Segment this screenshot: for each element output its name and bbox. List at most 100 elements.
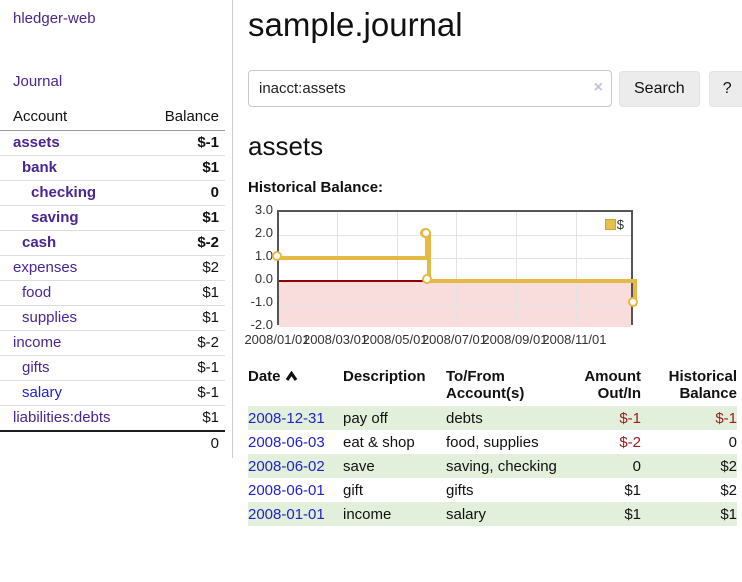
transaction-balance: $2 bbox=[641, 454, 737, 478]
col-description[interactable]: Description bbox=[343, 368, 426, 385]
chart-plot-area: $ bbox=[271, 210, 638, 327]
col-amount-outin[interactable]: Amount Out/In bbox=[584, 368, 641, 402]
transaction-row[interactable]: 2008-06-02 save saving, checking 0 $2 bbox=[248, 454, 737, 478]
line-segment bbox=[429, 279, 637, 283]
transaction-accounts: food, supplies bbox=[446, 434, 539, 451]
h-gridline bbox=[279, 234, 631, 236]
data-point-marker bbox=[271, 250, 282, 261]
account-link-gifts[interactable]: gifts bbox=[22, 359, 50, 376]
account-row: income $-2 bbox=[0, 330, 225, 356]
account-balance: $-1 bbox=[135, 355, 225, 381]
y-axis-tick: 1.0 bbox=[254, 248, 273, 263]
col-date[interactable]: Date bbox=[248, 366, 343, 406]
transaction-accounts: gifts bbox=[446, 482, 474, 499]
account-balance: $1 bbox=[135, 405, 225, 431]
clear-search-icon[interactable]: × bbox=[593, 79, 603, 96]
col-tofrom-accounts[interactable]: To/From Account(s) bbox=[446, 368, 525, 402]
account-balance: 0 bbox=[135, 180, 225, 206]
search-button[interactable]: Search bbox=[619, 70, 700, 107]
x-axis-tick: 2008/03/01 bbox=[302, 332, 369, 347]
account-row: food $1 bbox=[0, 280, 225, 306]
transaction-date-link[interactable]: 2008-01-01 bbox=[248, 506, 325, 523]
account-row: bank $1 bbox=[0, 155, 225, 181]
account-balance: $-1 bbox=[197, 134, 219, 151]
register-table: Date Description To/From Account(s) Amou… bbox=[248, 366, 737, 526]
account-row: supplies $1 bbox=[0, 305, 225, 331]
legend-label: $ bbox=[616, 217, 624, 232]
sidebar-item-journal[interactable]: Journal bbox=[13, 73, 63, 90]
account-name-cell: salary bbox=[0, 380, 136, 406]
transaction-accounts: salary bbox=[446, 502, 564, 526]
accounts-total-row: 0 bbox=[0, 430, 225, 456]
account-link-cash[interactable]: cash bbox=[22, 234, 57, 251]
account-link-checking[interactable]: checking bbox=[31, 184, 97, 201]
account-balance: $2 bbox=[135, 255, 225, 281]
brand-link[interactable]: hledger-web bbox=[13, 10, 96, 27]
sidebar: hledger-web Journal Account Balance asse… bbox=[0, 0, 233, 458]
transaction-description: gift bbox=[343, 482, 364, 499]
account-name-cell: cash bbox=[0, 230, 136, 256]
help-button[interactable]: ? bbox=[708, 70, 742, 107]
transaction-row[interactable]: 2008-06-01 gift gifts $1 $2 bbox=[248, 478, 737, 502]
register-header-row: Date Description To/From Account(s) Amou… bbox=[248, 366, 737, 406]
transaction-balance: 0 bbox=[728, 434, 737, 451]
account-link-liabilities-debts[interactable]: liabilities:debts bbox=[13, 409, 111, 426]
y-axis-tick: 0.0 bbox=[254, 271, 273, 286]
account-row: expenses $2 bbox=[0, 255, 225, 281]
data-point-marker bbox=[421, 273, 432, 284]
data-point-marker bbox=[420, 227, 431, 238]
account-link-assets[interactable]: assets bbox=[13, 134, 60, 151]
transaction-description: pay off bbox=[343, 406, 446, 430]
transaction-amount: 0 bbox=[564, 454, 641, 478]
account-link-salary[interactable]: salary bbox=[22, 384, 63, 401]
transaction-row[interactable]: 2008-12-31 pay off debts $-1 $-1 bbox=[248, 406, 737, 430]
transaction-amount: $-2 bbox=[619, 434, 641, 451]
search-input[interactable] bbox=[248, 70, 612, 107]
x-axis-tick: 2008/09/01 bbox=[482, 332, 548, 347]
account-balance: $-2 bbox=[135, 330, 225, 356]
transaction-balance: $1 bbox=[641, 502, 737, 526]
transaction-date-link[interactable]: 2008-06-02 bbox=[248, 458, 325, 475]
account-link-income[interactable]: income bbox=[13, 334, 62, 351]
transaction-amount: $-1 bbox=[564, 406, 641, 430]
x-axis-tick: 2008/07/01 bbox=[421, 332, 488, 347]
account-link-saving[interactable]: saving bbox=[31, 209, 79, 226]
sort-ascending-icon bbox=[285, 370, 297, 381]
account-name-cell: expenses bbox=[0, 255, 136, 281]
y-axis-tick: 2.0 bbox=[254, 225, 273, 240]
transaction-accounts: debts bbox=[446, 406, 564, 430]
transaction-date-link[interactable]: 2008-12-31 bbox=[248, 410, 325, 427]
transaction-date-link[interactable]: 2008-06-01 bbox=[248, 482, 325, 499]
transaction-description: save bbox=[343, 454, 446, 478]
account-name-cell: assets bbox=[0, 131, 135, 156]
account-name-cell: food bbox=[0, 280, 136, 306]
search-box: × bbox=[248, 70, 612, 107]
account-link-expenses[interactable]: expenses bbox=[13, 259, 78, 276]
account-name-cell: saving bbox=[0, 205, 136, 231]
transaction-row[interactable]: 2008-06-03 eat & shop food, supplies $-2 0 bbox=[248, 430, 737, 454]
account-link-bank[interactable]: bank bbox=[22, 159, 58, 176]
col-historical-balance[interactable]: Historical Balance bbox=[668, 368, 737, 402]
accounts-header-row: Account Balance bbox=[0, 104, 225, 131]
v-gridline bbox=[516, 212, 518, 323]
transaction-balance: $-1 bbox=[641, 406, 737, 430]
x-axis-tick: 2008/11/01 bbox=[542, 332, 607, 347]
transaction-date-cell: 2008-12-31 bbox=[248, 406, 343, 430]
account-row: checking 0 bbox=[0, 180, 225, 206]
accounts-header-balance: Balance bbox=[135, 104, 225, 131]
account-name-cell: bank bbox=[0, 155, 136, 181]
account-name-cell: liabilities:debts bbox=[0, 405, 136, 431]
account-balance: $1 bbox=[135, 280, 225, 306]
line-segment bbox=[633, 279, 637, 306]
transaction-balance: $2 bbox=[720, 482, 737, 499]
account-row: liabilities:debts $1 bbox=[0, 405, 225, 431]
account-link-supplies[interactable]: supplies bbox=[22, 309, 78, 326]
line-segment bbox=[427, 233, 432, 283]
account-name-cell: supplies bbox=[0, 305, 136, 331]
line-segment bbox=[279, 256, 430, 260]
legend-swatch bbox=[604, 219, 616, 230]
transaction-row[interactable]: 2008-01-01 income salary $1 $1 bbox=[248, 502, 737, 526]
accounts-total-spacer bbox=[0, 430, 136, 456]
transaction-date-link[interactable]: 2008-06-03 bbox=[248, 434, 325, 451]
account-link-food[interactable]: food bbox=[22, 284, 52, 301]
